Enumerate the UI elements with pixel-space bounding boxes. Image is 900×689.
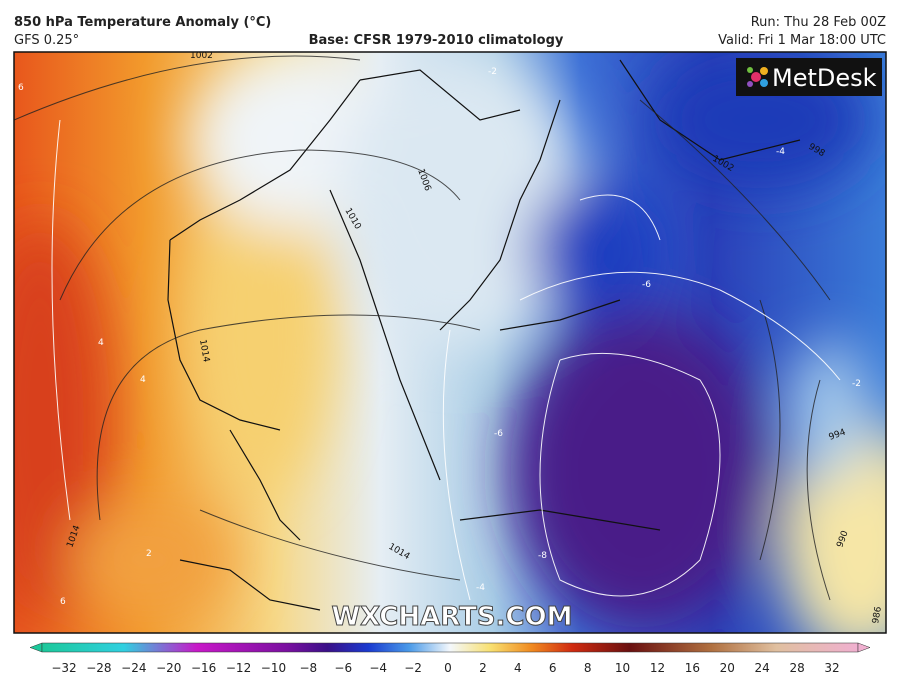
colorbar-label: 24 (755, 661, 770, 675)
isobar-label: 1002 (190, 51, 213, 61)
isobar-label: 1014 (197, 339, 211, 364)
isotherm-label: 6 (60, 597, 66, 607)
map: 1002 1006 1010 1014 1014 1002 998 994 99… (14, 51, 886, 633)
colorbar-label: −32 (51, 661, 76, 675)
colorbar (29, 642, 871, 653)
isotherm-label: 4 (140, 375, 146, 385)
base: Base: CFSR 1979-2010 climatology (309, 33, 564, 48)
colorbar-label: −20 (156, 661, 181, 675)
colorbar-label: 12 (650, 661, 665, 675)
colorbar-label: 10 (615, 661, 630, 675)
watermark: WXCHARTS.COM (331, 602, 572, 632)
colorbar-label: −10 (261, 661, 286, 675)
colorbar-label: 6 (549, 661, 557, 675)
valid: Valid: Fri 1 Mar 18:00 UTC (718, 33, 886, 48)
title: 850 hPa Temperature Anomaly (°C) (14, 15, 271, 30)
colorbar-label: 4 (514, 661, 522, 675)
colorbar-label: 16 (685, 661, 700, 675)
colorbar-label: 28 (789, 661, 804, 675)
isotherm-label: 6 (18, 83, 24, 93)
logo-text: MetDesk (772, 64, 877, 92)
isotherm-label: -4 (476, 583, 485, 593)
colorbar-label: −4 (369, 661, 387, 675)
colorbar-label: 20 (720, 661, 735, 675)
colorbar-label: −28 (86, 661, 111, 675)
colorbar-label: −2 (404, 661, 422, 675)
colorbar-label: 32 (824, 661, 839, 675)
map-frame (13, 51, 887, 634)
isotherm-label: -8 (538, 551, 547, 561)
isotherm-label: -6 (494, 429, 503, 439)
colorbar-label: −24 (121, 661, 146, 675)
colorbar-label: −6 (334, 661, 352, 675)
colorbar-label: −16 (191, 661, 216, 675)
isobar-label: 986 (871, 606, 884, 625)
colorbar-label: 2 (479, 661, 487, 675)
colorbar-label: −12 (226, 661, 251, 675)
isotherm-label: -2 (488, 67, 497, 77)
isotherm-label: 4 (98, 338, 104, 348)
run: Run: Thu 28 Feb 00Z (751, 15, 886, 30)
colorbar-label: 8 (584, 661, 592, 675)
colorbar-label: 0 (444, 661, 452, 675)
isotherm-label: -6 (642, 280, 651, 290)
isotherm-label: -4 (776, 147, 785, 157)
logo-icon (747, 67, 768, 87)
isotherm-label: 2 (146, 549, 152, 559)
isotherm-label: -2 (852, 379, 861, 389)
colorbar-labels: −32 −28 −24 −20 −16 −12 −10 −8 −6 −4 −2 0 2 4 6 8 10 12 16… (51, 661, 839, 675)
colorbar-label: −8 (300, 661, 318, 675)
model: GFS 0.25° (14, 33, 79, 48)
